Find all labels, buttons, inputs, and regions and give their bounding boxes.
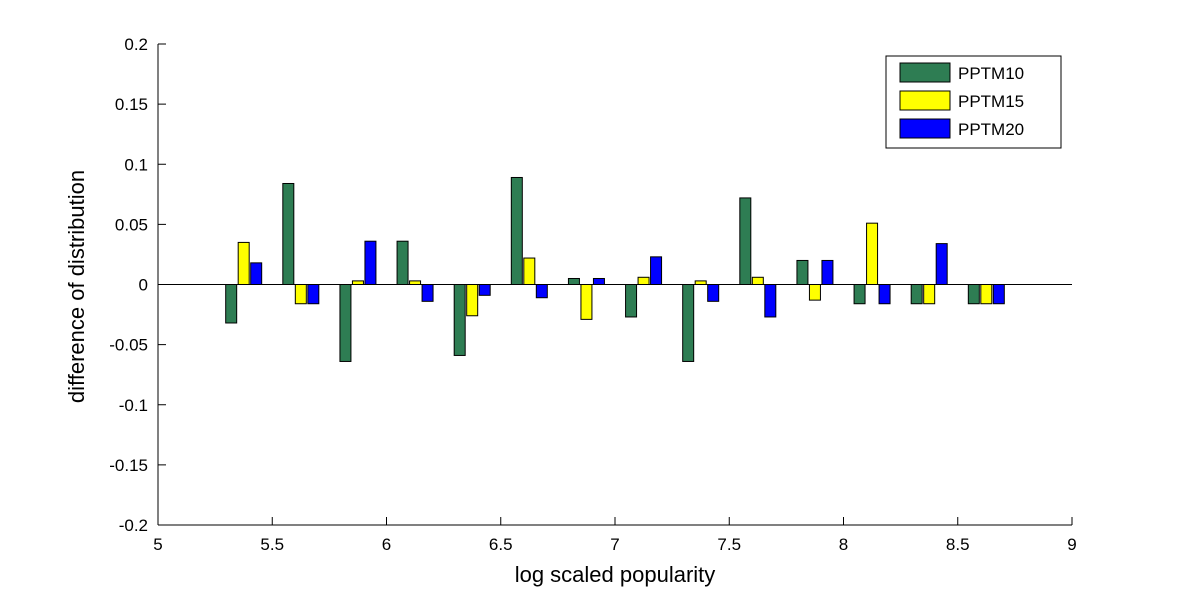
x-tick-label: 8.5 xyxy=(946,535,970,554)
bar-pptm15-7 xyxy=(637,276,650,286)
bar-pptm10-11 xyxy=(853,284,866,305)
y-tick-label: -0.1 xyxy=(119,396,148,415)
bar-pptm10-6 xyxy=(567,277,580,285)
bar-pptm20-7 xyxy=(650,256,663,285)
legend: PPTM10 PPTM15 PPTM20 xyxy=(885,55,1062,149)
bar-pptm15-11 xyxy=(866,222,879,285)
bar-pptm15-5 xyxy=(523,257,536,286)
bar-pptm10-8 xyxy=(682,284,695,362)
x-tick-label: 6.5 xyxy=(489,535,513,554)
bar-pptm10-5 xyxy=(510,176,523,285)
bar-pptm10-3 xyxy=(396,240,409,286)
bar-pptm15-4 xyxy=(466,284,479,317)
bar-pptm10-7 xyxy=(625,284,638,318)
y-axis-label: difference of distribution xyxy=(64,170,89,403)
bar-pptm10-10 xyxy=(796,259,809,286)
bar-pptm15-12 xyxy=(923,284,936,305)
bar-pptm20-12 xyxy=(935,243,948,286)
bar-pptm15-2 xyxy=(351,280,364,285)
bar-pptm15-10 xyxy=(808,284,821,301)
bar-pptm15-3 xyxy=(409,280,422,285)
y-tick-label: -0.05 xyxy=(109,336,148,355)
bar-pptm10-1 xyxy=(282,182,295,286)
x-tick-label: 8 xyxy=(839,535,848,554)
bar-pptm20-13 xyxy=(992,284,1005,305)
bar-pptm15-8 xyxy=(694,280,707,285)
legend-label-pptm15: PPTM15 xyxy=(958,92,1024,111)
bar-pptm20-4 xyxy=(478,284,491,296)
bar-pptm15-6 xyxy=(580,284,593,320)
bar-pptm15-9 xyxy=(751,276,764,286)
y-tick-label: 0.15 xyxy=(115,95,148,114)
bar-pptm15-0 xyxy=(237,241,250,286)
bar-pptm20-3 xyxy=(421,284,434,302)
legend-swatch-pptm10 xyxy=(899,62,951,83)
bar-pptm20-9 xyxy=(764,284,777,318)
y-tick-label: 0.1 xyxy=(124,155,148,174)
bar-pptm20-5 xyxy=(535,284,548,299)
bar-pptm10-12 xyxy=(910,284,923,305)
bars-group xyxy=(225,176,1005,362)
bar-pptm20-1 xyxy=(307,284,320,305)
bar-pptm20-2 xyxy=(364,240,377,286)
y-tick-label: 0.2 xyxy=(124,35,148,54)
bar-pptm20-0 xyxy=(250,262,263,286)
x-tick-label: 6 xyxy=(382,535,391,554)
bar-pptm20-8 xyxy=(707,284,720,302)
legend-swatch-pptm20 xyxy=(899,118,951,139)
bar-pptm10-13 xyxy=(967,284,980,305)
x-tick-label: 5 xyxy=(153,535,162,554)
x-axis-label: log scaled popularity xyxy=(515,562,716,587)
x-tick-label: 7 xyxy=(610,535,619,554)
bar-pptm15-1 xyxy=(294,284,307,305)
x-tick-label: 9 xyxy=(1067,535,1076,554)
legend-label-pptm10: PPTM10 xyxy=(958,64,1024,83)
y-tick-label: 0 xyxy=(139,276,148,295)
bar-pptm10-9 xyxy=(739,197,752,285)
bar-pptm15-13 xyxy=(980,284,993,305)
axes-group: 5 5.5 6 6.5 7 7.5 8 8.5 9 -0.2 -0.15 -0.1 -0.05 0 0.05… xyxy=(109,35,1076,554)
y-tick-label: -0.2 xyxy=(119,516,148,535)
bar-pptm10-4 xyxy=(453,284,466,356)
bar-pptm20-10 xyxy=(821,259,834,286)
legend-label-pptm20: PPTM20 xyxy=(958,120,1024,139)
bar-pptm20-6 xyxy=(592,277,605,285)
bar-pptm20-11 xyxy=(878,284,891,305)
x-tick-label: 5.5 xyxy=(260,535,284,554)
y-tick-label: 0.05 xyxy=(115,215,148,234)
y-tick-label: -0.15 xyxy=(109,456,148,475)
x-tick-label: 7.5 xyxy=(717,535,741,554)
legend-swatch-pptm15 xyxy=(899,90,951,111)
bar-pptm10-2 xyxy=(339,284,352,362)
bar-pptm10-0 xyxy=(225,284,238,324)
